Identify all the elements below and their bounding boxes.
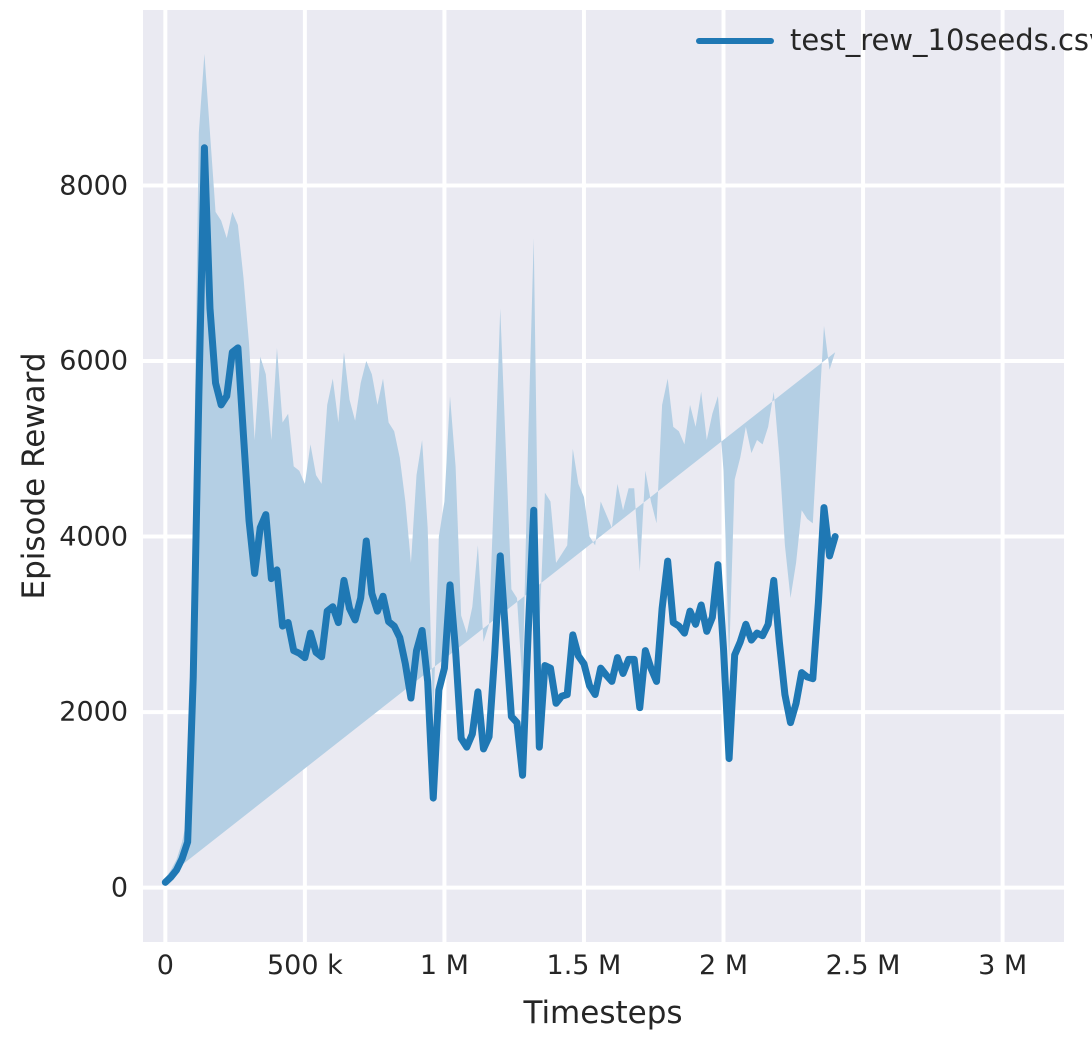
chart-legend: test_rew_10seeds.csv <box>690 22 1092 59</box>
y-axis-label: Episode Reward <box>16 352 52 600</box>
y-tick-label: 4000 <box>59 521 128 553</box>
y-tick-label: 0 <box>110 872 128 904</box>
x-tick-label: 2.5 M <box>825 950 901 981</box>
legend-label: test_rew_10seeds.csv <box>790 23 1092 57</box>
x-tick-label: 1.5 M <box>546 950 622 981</box>
x-axis-label: Timesteps <box>523 995 683 1031</box>
plot-area <box>143 10 1064 942</box>
y-tick-label: 6000 <box>59 345 128 377</box>
x-tick-label: 500 k <box>266 950 343 981</box>
chart-canvas <box>143 10 1064 942</box>
x-tick-label: 3 M <box>978 950 1028 981</box>
legend-line-swatch <box>696 37 774 44</box>
y-tick-label: 2000 <box>59 696 128 728</box>
confidence-band <box>165 53 836 878</box>
x-tick-label: 1 M <box>419 950 469 981</box>
gridlines <box>143 10 1064 942</box>
x-tick-label: 0 <box>156 950 174 981</box>
mean-line <box>161 144 839 886</box>
x-tick-label: 2 M <box>698 950 749 981</box>
y-tick-label: 8000 <box>59 170 128 202</box>
